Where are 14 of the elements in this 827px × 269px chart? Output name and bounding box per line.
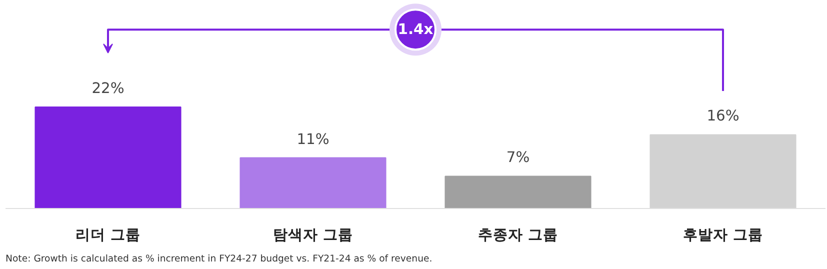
data-label: 22% (92, 80, 124, 98)
data-label: 7% (506, 149, 530, 166)
text: 1.4x (398, 21, 434, 38)
bar (650, 134, 796, 208)
x-tick-label: 추종자 그룹 (478, 226, 558, 244)
bar (34, 106, 182, 208)
text: Note: Growth is calculated as % increment in FY24-27 budget vs. FY21-24 as % of revenue. (6, 254, 432, 264)
x-tick-label: 탐색자 그룹 (272, 226, 354, 244)
x-tick-label: 후발자 그룹 (682, 226, 764, 244)
bar (444, 176, 592, 208)
data-label: 16% (706, 108, 740, 125)
bar (240, 157, 386, 208)
data-label: 11% (296, 130, 330, 148)
x-tick-label: 리더 그룹 (75, 226, 141, 244)
